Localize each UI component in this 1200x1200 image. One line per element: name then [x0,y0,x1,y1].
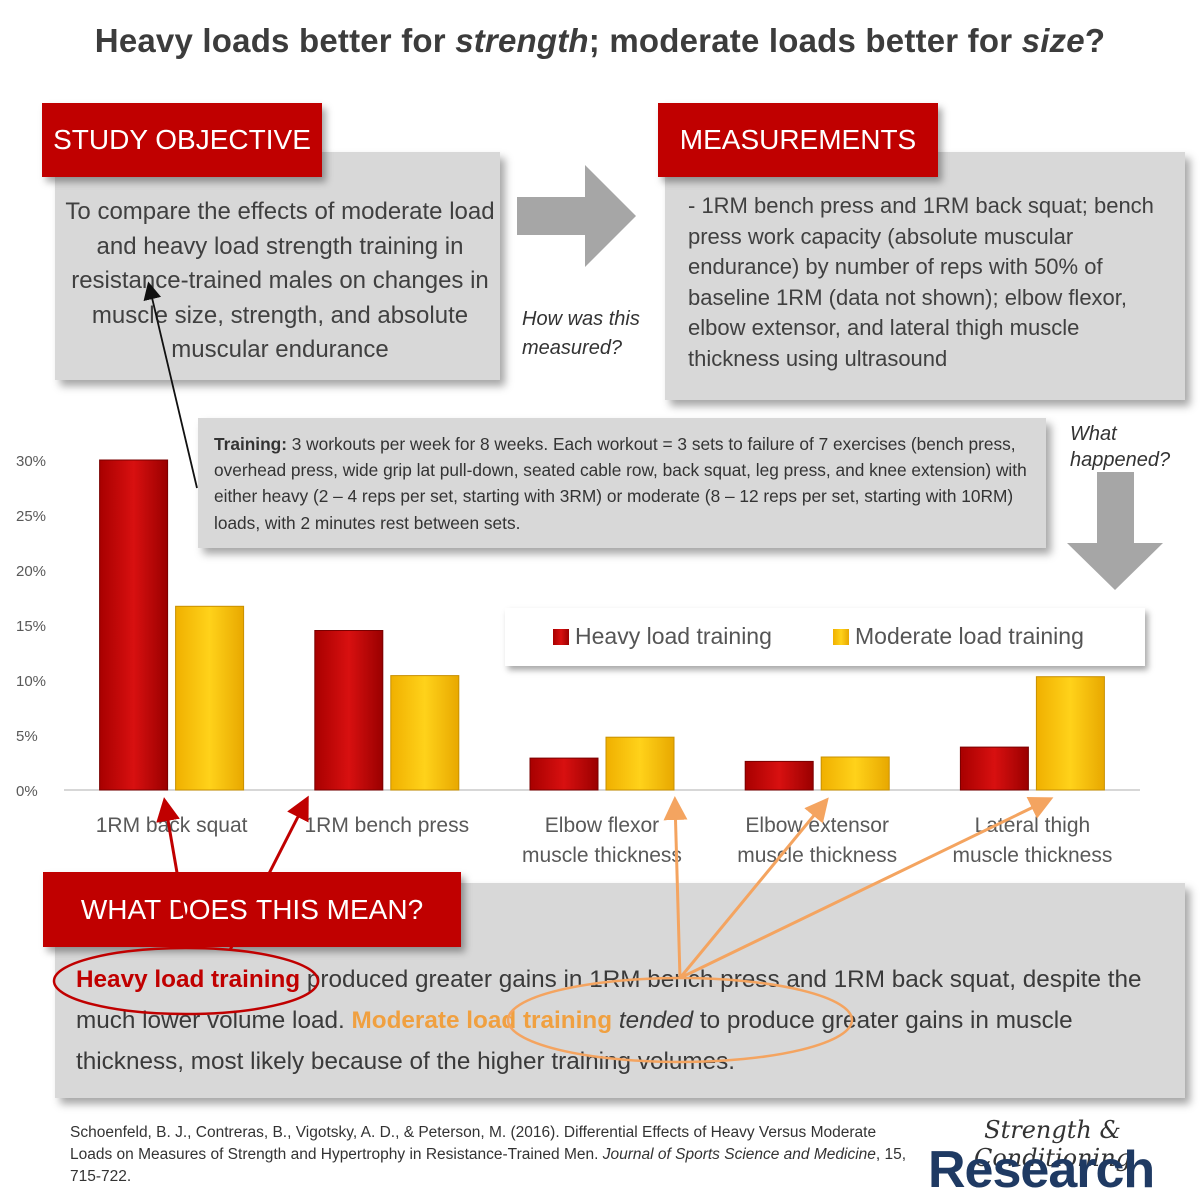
bar-moderate [605,736,675,791]
legend-item-heavy: Heavy load training [553,623,772,650]
bar-heavy [314,630,384,791]
heavy-arrow [156,797,192,949]
brand-logo: Research [928,1141,1155,1199]
measurements-box [665,152,1185,400]
moderate-arrow [678,797,829,979]
legend-swatch-moderate [833,628,849,645]
objective-box [55,152,500,380]
moderate-highlight: Moderate load training [351,1007,613,1034]
heavy-ellipse [52,946,320,1016]
x-tick-label: Elbow flexor [545,814,659,837]
training-label: Training: [214,434,287,454]
objective-tab: STUDY OBJECTIVE [42,103,322,177]
y-tick-label: 0% [16,783,38,800]
legend-item-moderate: Moderate load training [833,623,1084,650]
bar-moderate [1035,676,1105,791]
y-tick-label: 20% [16,563,46,580]
chart-y-ticks: 0% 5% 10% 15% 20% 25% 30% [16,453,46,800]
x-tick-label: Elbow extensor [745,814,889,837]
y-tick-label: 5% [16,728,38,745]
chart-legend: Heavy load training Moderate load traini… [505,608,1145,666]
y-tick-label: 10% [16,673,46,690]
meaning-tab: WHAT DOES THIS MEAN? [43,872,461,947]
bar-heavy [959,746,1029,791]
y-tick-label: 15% [16,618,46,635]
what-happened-question: What happened? [1070,423,1171,471]
meaning-text: Heavy load training produced greater gai… [76,966,1142,1075]
x-tick-label: 1RM bench press [305,814,470,837]
x-tick-label: 1RM back squat [96,814,248,837]
citation: Schoenfeld, B. J., Contreras, B., Vigots… [70,1124,907,1185]
legend-swatch-heavy [553,628,569,645]
down-arrow-icon [1067,472,1163,590]
moderate-arrow [679,797,1054,980]
page-title: Heavy loads better for strength; moderat… [94,22,1106,59]
objective-text: To compare the effects of moderate load … [65,198,495,363]
heavy-highlight: Heavy load training [76,966,301,993]
bar-heavy [529,757,599,791]
y-tick-label: 30% [16,453,46,470]
bar-moderate [175,605,245,791]
bar-heavy [744,760,814,791]
measurements-text: - 1RM bench press and 1RM back squat; be… [688,193,1154,371]
heavy-arrow [228,795,309,951]
how-measured-question: How was this measured? [522,308,640,359]
x-tick-label: Lateral thigh [975,814,1091,837]
objective-pointer-arrow [143,281,198,489]
x-tick-label: muscle thickness [952,844,1112,867]
moderate-arrow [663,796,688,979]
bar-moderate [820,756,890,791]
training-text: Training: 3 workouts per week for 8 week… [214,434,1027,533]
chart-bars [99,459,1105,791]
training-box [198,418,1046,548]
bar-moderate [390,675,460,791]
measurements-tab: MEASUREMENTS [658,103,938,177]
moderate-ellipse [506,976,854,1064]
right-arrow-icon [517,165,636,267]
y-tick-label: 25% [16,508,46,525]
x-tick-label: muscle thickness [522,844,682,867]
brand-tagline: Strength & Conditioning [973,1116,1132,1172]
bar-heavy [99,459,169,791]
